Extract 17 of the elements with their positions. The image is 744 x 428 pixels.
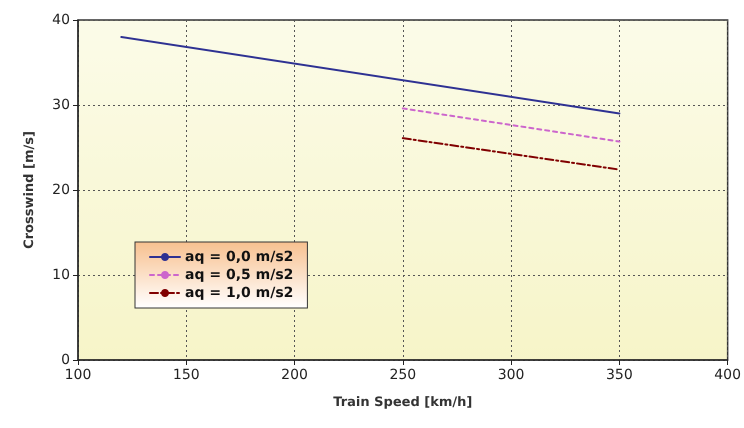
legend-label: aq = 0,5 m/s2 — [185, 267, 294, 283]
x-tick-label: 200 — [281, 367, 308, 383]
y-tick-label: 40 — [52, 12, 70, 28]
x-tick-label: 400 — [714, 367, 742, 383]
legend-label: aq = 1,0 m/s2 — [185, 285, 294, 301]
legend-label: aq = 0,0 m/s2 — [185, 249, 294, 265]
x-tick-label: 150 — [172, 367, 200, 383]
y-tick-label: 10 — [52, 267, 70, 283]
x-tick-label: 300 — [498, 367, 524, 383]
x-axis-title: Train Speed [km/h] — [333, 395, 472, 410]
x-tick-label: 250 — [389, 367, 416, 383]
y-tick-label: 0 — [61, 352, 70, 368]
x-tick-label: 350 — [606, 367, 633, 383]
y-axis-title: Crosswind [m/s] — [22, 131, 37, 249]
y-tick-label: 30 — [52, 97, 70, 113]
x-tick-label: 100 — [64, 367, 92, 383]
y-tick-label: 20 — [52, 182, 70, 198]
